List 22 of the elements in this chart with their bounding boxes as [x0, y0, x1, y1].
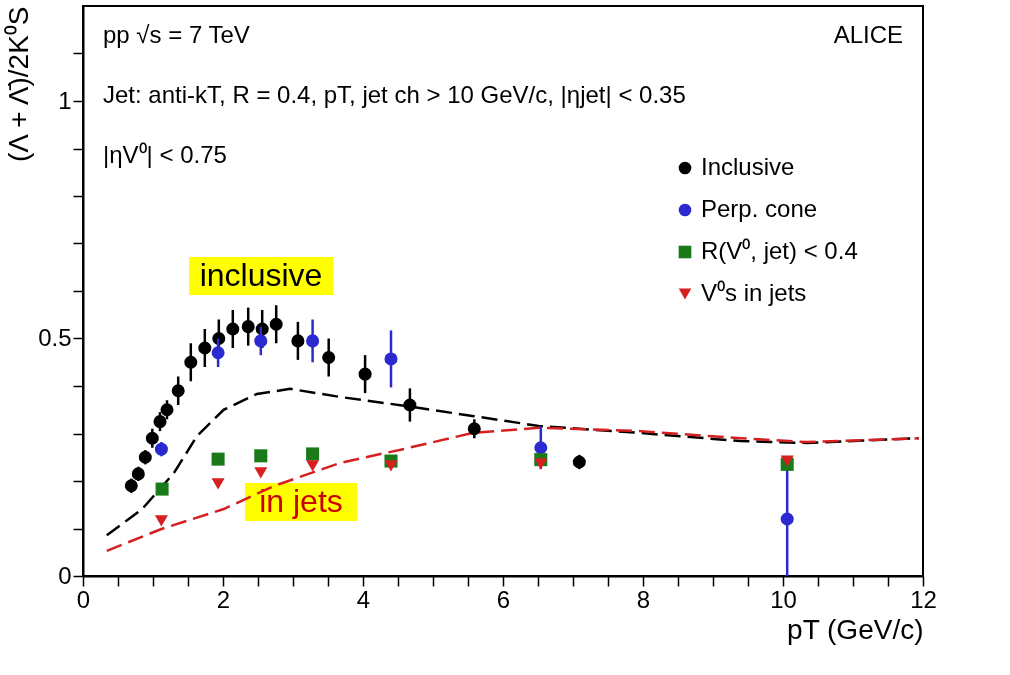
legend-label: V⁰s in jets [701, 279, 807, 306]
legend-label: Inclusive [701, 153, 795, 180]
x-tick-label: 12 [910, 585, 937, 613]
x-tick-label: 10 [770, 585, 797, 613]
annotation: |ηV⁰| < 0.75 [103, 141, 227, 168]
x-tick-label: 8 [636, 585, 651, 613]
x-axis-title: pT (GeV/c) [787, 613, 924, 645]
y-tick-label: 1 [58, 86, 72, 114]
annotation: inclusive [199, 257, 323, 293]
x-tick-label: 0 [76, 585, 91, 613]
legend-label: Perp. cone [701, 195, 818, 222]
x-tick-label: 6 [496, 585, 511, 613]
annotation: pp √s = 7 TeV [103, 21, 250, 48]
y-tick-label: 0 [58, 561, 72, 589]
x-tick-label: 2 [216, 585, 231, 613]
y-tick-label: 0.5 [38, 324, 72, 351]
annotation: Jet: anti-kT, R = 0.4, pT, jet ch > 10 GeV/c, |ηjet| < 0.35 [103, 81, 686, 108]
x-tick-label: 4 [356, 585, 371, 613]
annotation: ALICE [833, 21, 903, 48]
y-axis-title: (Λ + Λ̄)/2K⁰S [3, 6, 35, 163]
legend-label: R(V⁰, jet) < 0.4 [701, 237, 858, 264]
annotation: in jets [259, 483, 343, 519]
